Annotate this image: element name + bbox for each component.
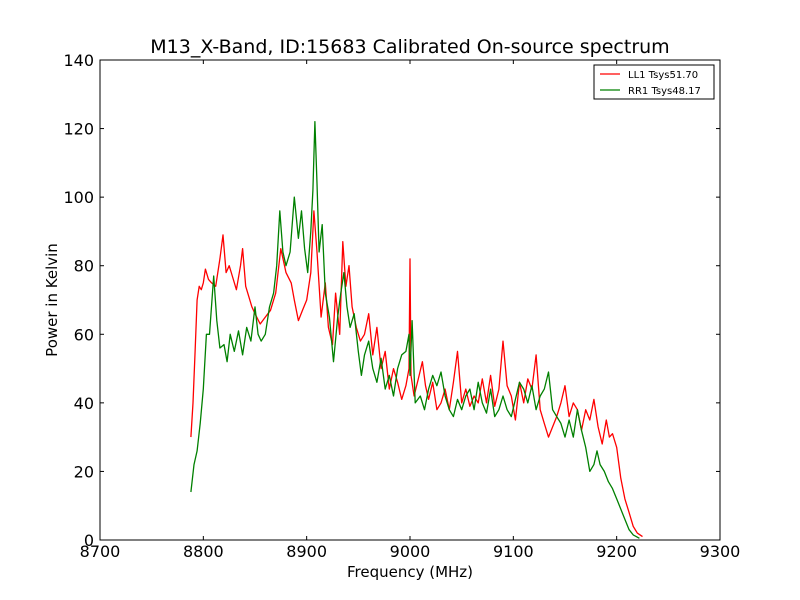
x-tick-label: 8800 (183, 542, 224, 561)
y-tick-label: 140 (63, 51, 94, 70)
y-tick-label: 20 (74, 462, 94, 481)
y-tick-label: 0 (84, 531, 94, 550)
y-tick-label: 80 (74, 257, 94, 276)
x-tick-label: 9300 (700, 542, 741, 561)
x-tick-label: 9100 (493, 542, 534, 561)
series-line-1 (190, 121, 640, 539)
x-axis-label: Frequency (MHz) (347, 563, 473, 581)
legend-label-0: LL1 Tsys51.70 (628, 70, 698, 81)
x-tick-label: 8700 (80, 542, 121, 561)
x-tick-label: 8900 (286, 542, 327, 561)
x-tick-label: 9000 (390, 542, 431, 561)
y-tick-label: 100 (63, 188, 94, 207)
y-tick-label: 40 (74, 394, 94, 413)
y-axis-label: Power in Kelvin (43, 243, 61, 357)
chart-title: M13_X-Band, ID:15683 Calibrated On-sourc… (150, 36, 669, 58)
legend-label-1: RR1 Tsys48.17 (628, 86, 701, 97)
plot-area: 8700 8800 8900 9000 9100 9200 9300 0 20 40 60 80 100… (63, 51, 740, 561)
legend-box (593, 64, 715, 100)
series-line-0 (190, 210, 643, 538)
y-tick-label: 60 (74, 325, 94, 344)
x-tick-label: 9200 (596, 542, 637, 561)
y-tick-label: 120 (63, 120, 94, 139)
